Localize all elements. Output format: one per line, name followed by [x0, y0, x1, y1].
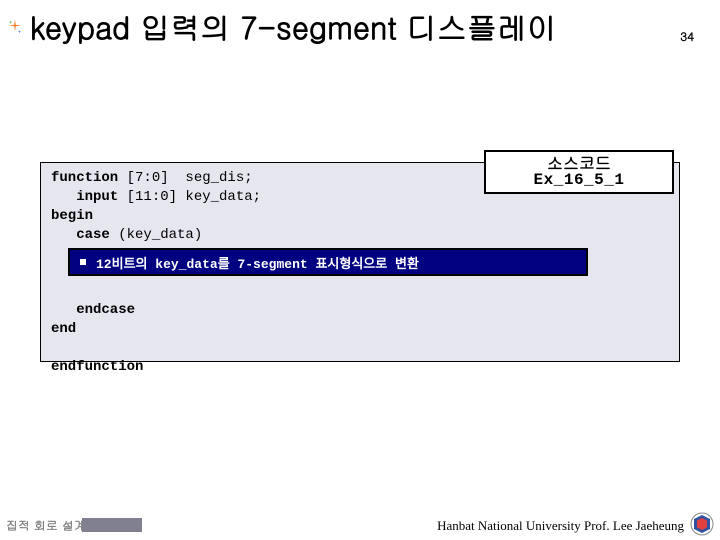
- code-kw: endcase: [51, 302, 135, 318]
- code-kw: function: [51, 170, 118, 186]
- code-text: (key_data): [110, 227, 202, 243]
- bullet-icon: [80, 259, 86, 265]
- note-text: 12비트의 key_data를 7-segment 표시형식으로 변환: [96, 253, 419, 272]
- code-kw: input: [51, 189, 118, 205]
- university-logo-icon: [690, 512, 714, 536]
- page-number: 34: [680, 28, 694, 45]
- code-text: [7:0] seg_dis;: [118, 170, 252, 186]
- footer-bar: [82, 518, 142, 532]
- source-badge-line1: 소스코드: [547, 154, 611, 172]
- page-title: keypad 입력의 7-segment 디스플레이: [30, 6, 557, 48]
- title-row: keypad 입력의 7-segment 디스플레이: [6, 6, 557, 48]
- source-badge-line2: Ex_16_5_1: [534, 172, 625, 190]
- source-badge: 소스코드 Ex_16_5_1: [484, 150, 674, 194]
- footer-left-text: 집적 회로 설계: [6, 517, 86, 534]
- note-bar: 12비트의 key_data를 7-segment 표시형식으로 변환: [68, 248, 588, 276]
- footer: 집적 회로 설계 Hanbat National University Prof…: [0, 510, 720, 536]
- code-text: [11:0] key_data;: [118, 189, 261, 205]
- slide-page: keypad 입력의 7-segment 디스플레이 34 소스코드 Ex_16…: [0, 0, 720, 540]
- footer-right-text: Hanbat National University Prof. Lee Jae…: [437, 518, 684, 534]
- code-kw: case: [51, 227, 110, 243]
- code-kw: endfunction: [51, 359, 143, 375]
- code-kw: end: [51, 321, 76, 337]
- code-kw: begin: [51, 208, 93, 224]
- sparkle-icon: [6, 18, 24, 36]
